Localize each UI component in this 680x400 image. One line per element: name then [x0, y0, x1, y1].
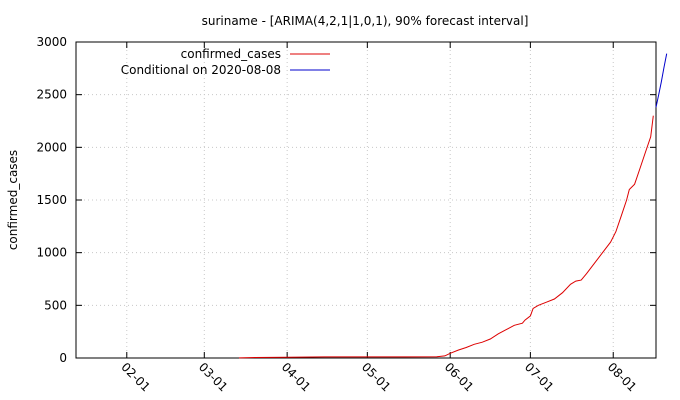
y-tick-label: 1000 — [36, 246, 67, 260]
grid — [76, 42, 656, 358]
legend: confirmed_cases Conditional on 2020-08-0… — [121, 47, 330, 77]
series-layer — [238, 53, 668, 359]
y-axis-label: confirmed_cases — [6, 150, 20, 250]
x-tick-label: 08-01 — [605, 360, 640, 395]
y-tick-label: 3000 — [36, 35, 67, 49]
legend-label-confirmed-cases: confirmed_cases — [181, 47, 281, 61]
x-tick-label: 04-01 — [279, 360, 314, 395]
series-line-0 — [238, 115, 654, 359]
y-tick-label: 0 — [59, 351, 67, 365]
x-tick-label: 06-01 — [442, 360, 477, 395]
y-tick-label: 2500 — [36, 88, 67, 102]
y-tick-label: 500 — [44, 298, 67, 312]
y-axis: 0 500 1000 1500 2000 2500 3000 — [36, 35, 656, 365]
legend-label-conditional: Conditional on 2020-08-08 — [121, 63, 281, 77]
y-tick-label: 2000 — [36, 140, 67, 154]
x-tick-label: 07-01 — [522, 360, 557, 395]
x-tick-label: 02-01 — [118, 360, 153, 395]
series-line-1 — [655, 53, 668, 108]
x-tick-label: 03-01 — [196, 360, 231, 395]
x-tick-label: 05-01 — [359, 360, 394, 395]
y-tick-label: 1500 — [36, 193, 67, 207]
chart-title: suriname - [ARIMA(4,2,1|1,0,1), 90% fore… — [202, 14, 529, 28]
